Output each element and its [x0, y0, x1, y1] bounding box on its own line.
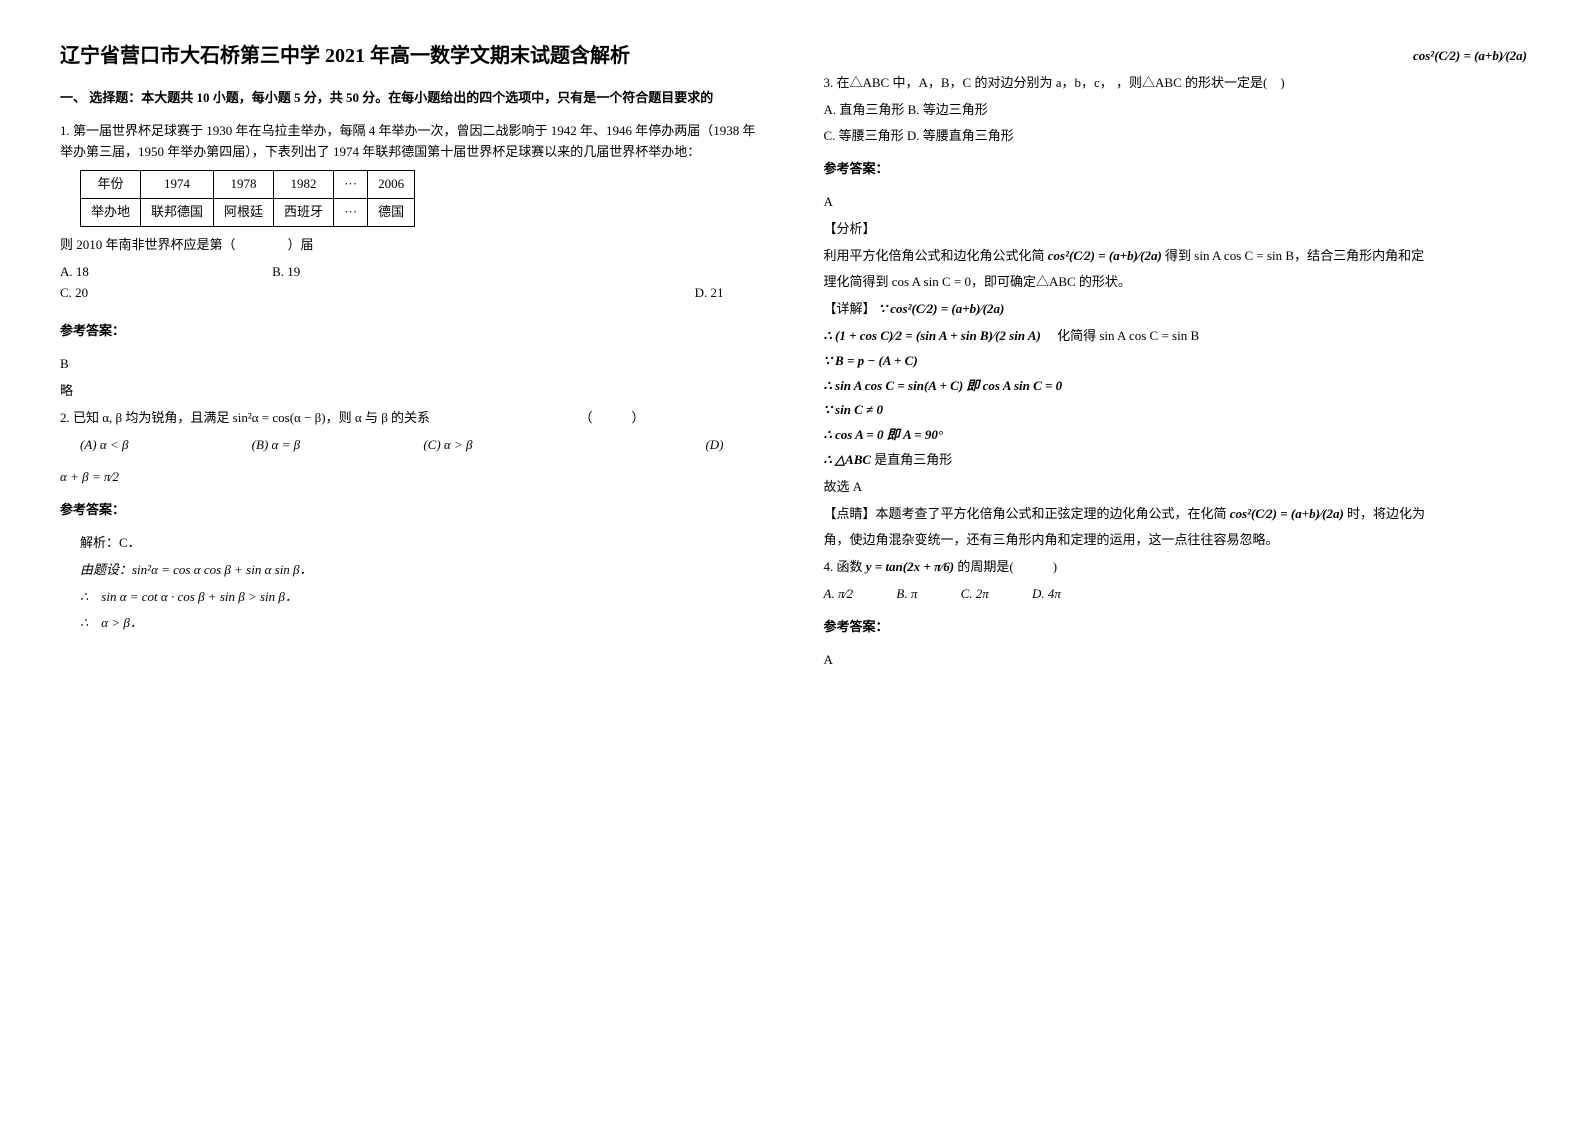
q3-answer: A: [824, 192, 1528, 213]
q3-l2-right: 化简得 sin A cos C = sin B: [1044, 328, 1199, 343]
q3-fx-pre: 利用平方化倍角公式和边化角公式化简: [824, 248, 1048, 263]
q2-opt-a: (A) α < β: [80, 435, 128, 456]
q3-stem-formula-top: cos²(C⁄2) = (a+b)⁄(2a): [1413, 48, 1527, 63]
q3-answer-label: 参考答案：: [824, 159, 1528, 180]
q2-exp-3: ∴ sin α = cot α · cos β + sin β > sin β．: [80, 587, 764, 608]
cell: 阿根廷: [214, 199, 274, 227]
q3-analysis-line1: 利用平方化倍角公式和边化角公式化简 cos²(C⁄2) = (a+b)⁄(2a)…: [824, 246, 1528, 267]
doc-title: 辽宁省营口市大石桥第三中学 2021 年高一数学文期末试题含解析: [60, 40, 764, 72]
cell: 德国: [368, 199, 415, 227]
q3-l1: ∵ cos²(C⁄2) = (a+b)⁄(2a): [879, 301, 1005, 316]
cell: 1982: [274, 171, 334, 199]
q3-stem-pre: 3. 在△ABC 中，A，B，C 的对边分别为 a，b，c，: [824, 75, 1113, 90]
table-row: 年份 1974 1978 1982 ··· 2006: [81, 171, 415, 199]
q4-opt-a: A. π⁄2: [824, 584, 854, 605]
table-row: 举办地 联邦德国 阿根廷 西班牙 ··· 德国: [81, 199, 415, 227]
right-column: cos²(C⁄2) = (a+b)⁄(2a) 3. 在△ABC 中，A，B，C …: [824, 40, 1528, 676]
q1-opt-a: A. 18: [60, 262, 89, 283]
q4-stem: 4. 函数 y = tan(2x + π⁄6) 的周期是( ): [824, 557, 1528, 578]
q4-stem-formula: y = tan(2x + π⁄6): [866, 559, 954, 574]
q1-answer: B: [60, 354, 764, 375]
cell: 举办地: [81, 199, 141, 227]
cell: 1974: [141, 171, 214, 199]
q2-opt-c: (C) α > β: [423, 435, 472, 456]
q2-opt-b: (B) α = β: [252, 435, 300, 456]
q4-opt-c: C. 2π: [961, 584, 989, 605]
q3-analysis-tag: 【分析】: [824, 219, 1528, 240]
q2-stem-text: 2. 已知 α, β 均为锐角，且满足 sin²α = cos(α − β)，则…: [60, 410, 645, 425]
q3-fx-mid: 得到 sin A cos C = sin B，结合三角形内角和定: [1165, 248, 1424, 263]
q3-stem-line: 3. 在△ABC 中，A，B，C 的对边分别为 a，b，c， ，则△ABC 的形…: [824, 73, 1528, 94]
q3-ds-formula: cos²(C⁄2) = (a+b)⁄(2a): [1230, 506, 1344, 521]
q3-l7: ∴ △ABC ∴ △ABC 是直角三角形是直角三角形: [824, 450, 1528, 471]
cell: 联邦德国: [141, 199, 214, 227]
q3-opt-ab: A. 直角三角形 B. 等边三角形: [824, 100, 1528, 121]
q2-exp-2: 由题设：sin²α = cos α cos β + sin α sin β．: [80, 560, 764, 581]
q4-answer: A: [824, 650, 1528, 671]
q3-l4: ∴ sin A cos C = sin(A + C) 即 cos A sin C…: [824, 376, 1528, 397]
q1-options: A. 18 B. 19 C. 20 D. 21: [60, 262, 764, 304]
cell: 2006: [368, 171, 415, 199]
q2-options: (A) α < β (B) α = β (C) α > β (D): [60, 435, 764, 456]
q1-opt-b: B. 19: [272, 262, 300, 283]
q1-stem-2: 则 2010 年南非世界杯应是第（ ）届: [60, 235, 764, 256]
q3-fx-formula: cos²(C⁄2) = (a+b)⁄(2a): [1048, 248, 1162, 263]
q1-stem-1: 1. 第一届世界杯足球赛于 1930 年在乌拉圭举办，每隔 4 年举办一次，曾因…: [60, 121, 764, 163]
q4-opt-b: B. π: [896, 584, 917, 605]
left-column: 辽宁省营口市大石桥第三中学 2021 年高一数学文期末试题含解析 一、 选择题：…: [60, 40, 764, 676]
cell: ···: [334, 171, 368, 199]
q3-stem-post: ，则△ABC 的形状一定是( ): [1116, 75, 1285, 90]
cell: ···: [334, 199, 368, 227]
q1-answer-label: 参考答案：: [60, 321, 764, 342]
q1-table: 年份 1974 1978 1982 ··· 2006 举办地 联邦德国 阿根廷 …: [80, 170, 415, 227]
section-1-heading: 一、 选择题：本大题共 10 小题，每小题 5 分，共 50 分。在每小题给出的…: [60, 88, 764, 109]
q1-explain: 略: [60, 381, 764, 402]
page-root: 辽宁省营口市大石桥第三中学 2021 年高一数学文期末试题含解析 一、 选择题：…: [60, 40, 1527, 676]
q3-l2: ∴ (1 + cos C)⁄2 = (sin A + sin B)⁄(2 sin…: [824, 326, 1528, 347]
q2-opt-d: (D): [705, 435, 723, 456]
q3-l8: 故选 A: [824, 477, 1528, 498]
q3-l3: ∵ B = p − (A + C): [824, 351, 1528, 372]
q3-stem: cos²(C⁄2) = (a+b)⁄(2a): [824, 46, 1528, 67]
cell: 年份: [81, 171, 141, 199]
q3-ds-post: 时，将边化为: [1347, 506, 1425, 521]
q3-opt-cd: C. 等腰三角形 D. 等腰直角三角形: [824, 126, 1528, 147]
cell: 1978: [214, 171, 274, 199]
q3-l5: ∵ sin C ≠ 0: [824, 400, 1528, 421]
q2-exp-4: ∴ α > β．: [80, 613, 764, 634]
q3-analysis-line2: 理化简得到 cos A sin C = 0，即可确定△ABC 的形状。: [824, 272, 1528, 293]
q3-xj-label: 【详解】: [824, 301, 876, 316]
q2-answer-label: 参考答案：: [60, 500, 764, 521]
q4-stem-pre: 4. 函数: [824, 559, 866, 574]
q3-l6: ∴ cos A = 0 即 A = 90°: [824, 425, 1528, 446]
q2-opt-d-extra: α + β = π⁄2: [60, 467, 764, 488]
q3-l2-left: ∴ (1 + cos C)⁄2 = (sin A + sin B)⁄(2 sin…: [824, 328, 1041, 343]
q4-opt-d: D. 4π: [1032, 584, 1061, 605]
q1-opt-c: C. 20: [60, 285, 88, 300]
q2-exp-1: 解析：C．: [80, 533, 764, 554]
q3-ds-pre: 【点睛】本题考查了平方化倍角公式和正弦定理的边化角公式，在化简: [824, 506, 1230, 521]
q3-ds2: 角，使边角混杂变统一，还有三角形内角和定理的运用，这一点往往容易忽略。: [824, 530, 1528, 551]
q2-stem: 2. 已知 α, β 均为锐角，且满足 sin²α = cos(α − β)，则…: [60, 408, 764, 429]
q3-dianjing: 【点睛】本题考查了平方化倍角公式和正弦定理的边化角公式，在化简 cos²(C⁄2…: [824, 504, 1528, 525]
q1-opt-d: D. 21: [695, 283, 724, 304]
q4-answer-label: 参考答案：: [824, 617, 1528, 638]
q4-options: A. π⁄2 B. π C. 2π D. 4π: [824, 584, 1528, 605]
q3-detail-tag: 【详解】 ∵ cos²(C⁄2) = (a+b)⁄(2a): [824, 299, 1528, 320]
q4-stem-post: 的周期是( ): [957, 559, 1057, 574]
cell: 西班牙: [274, 199, 334, 227]
